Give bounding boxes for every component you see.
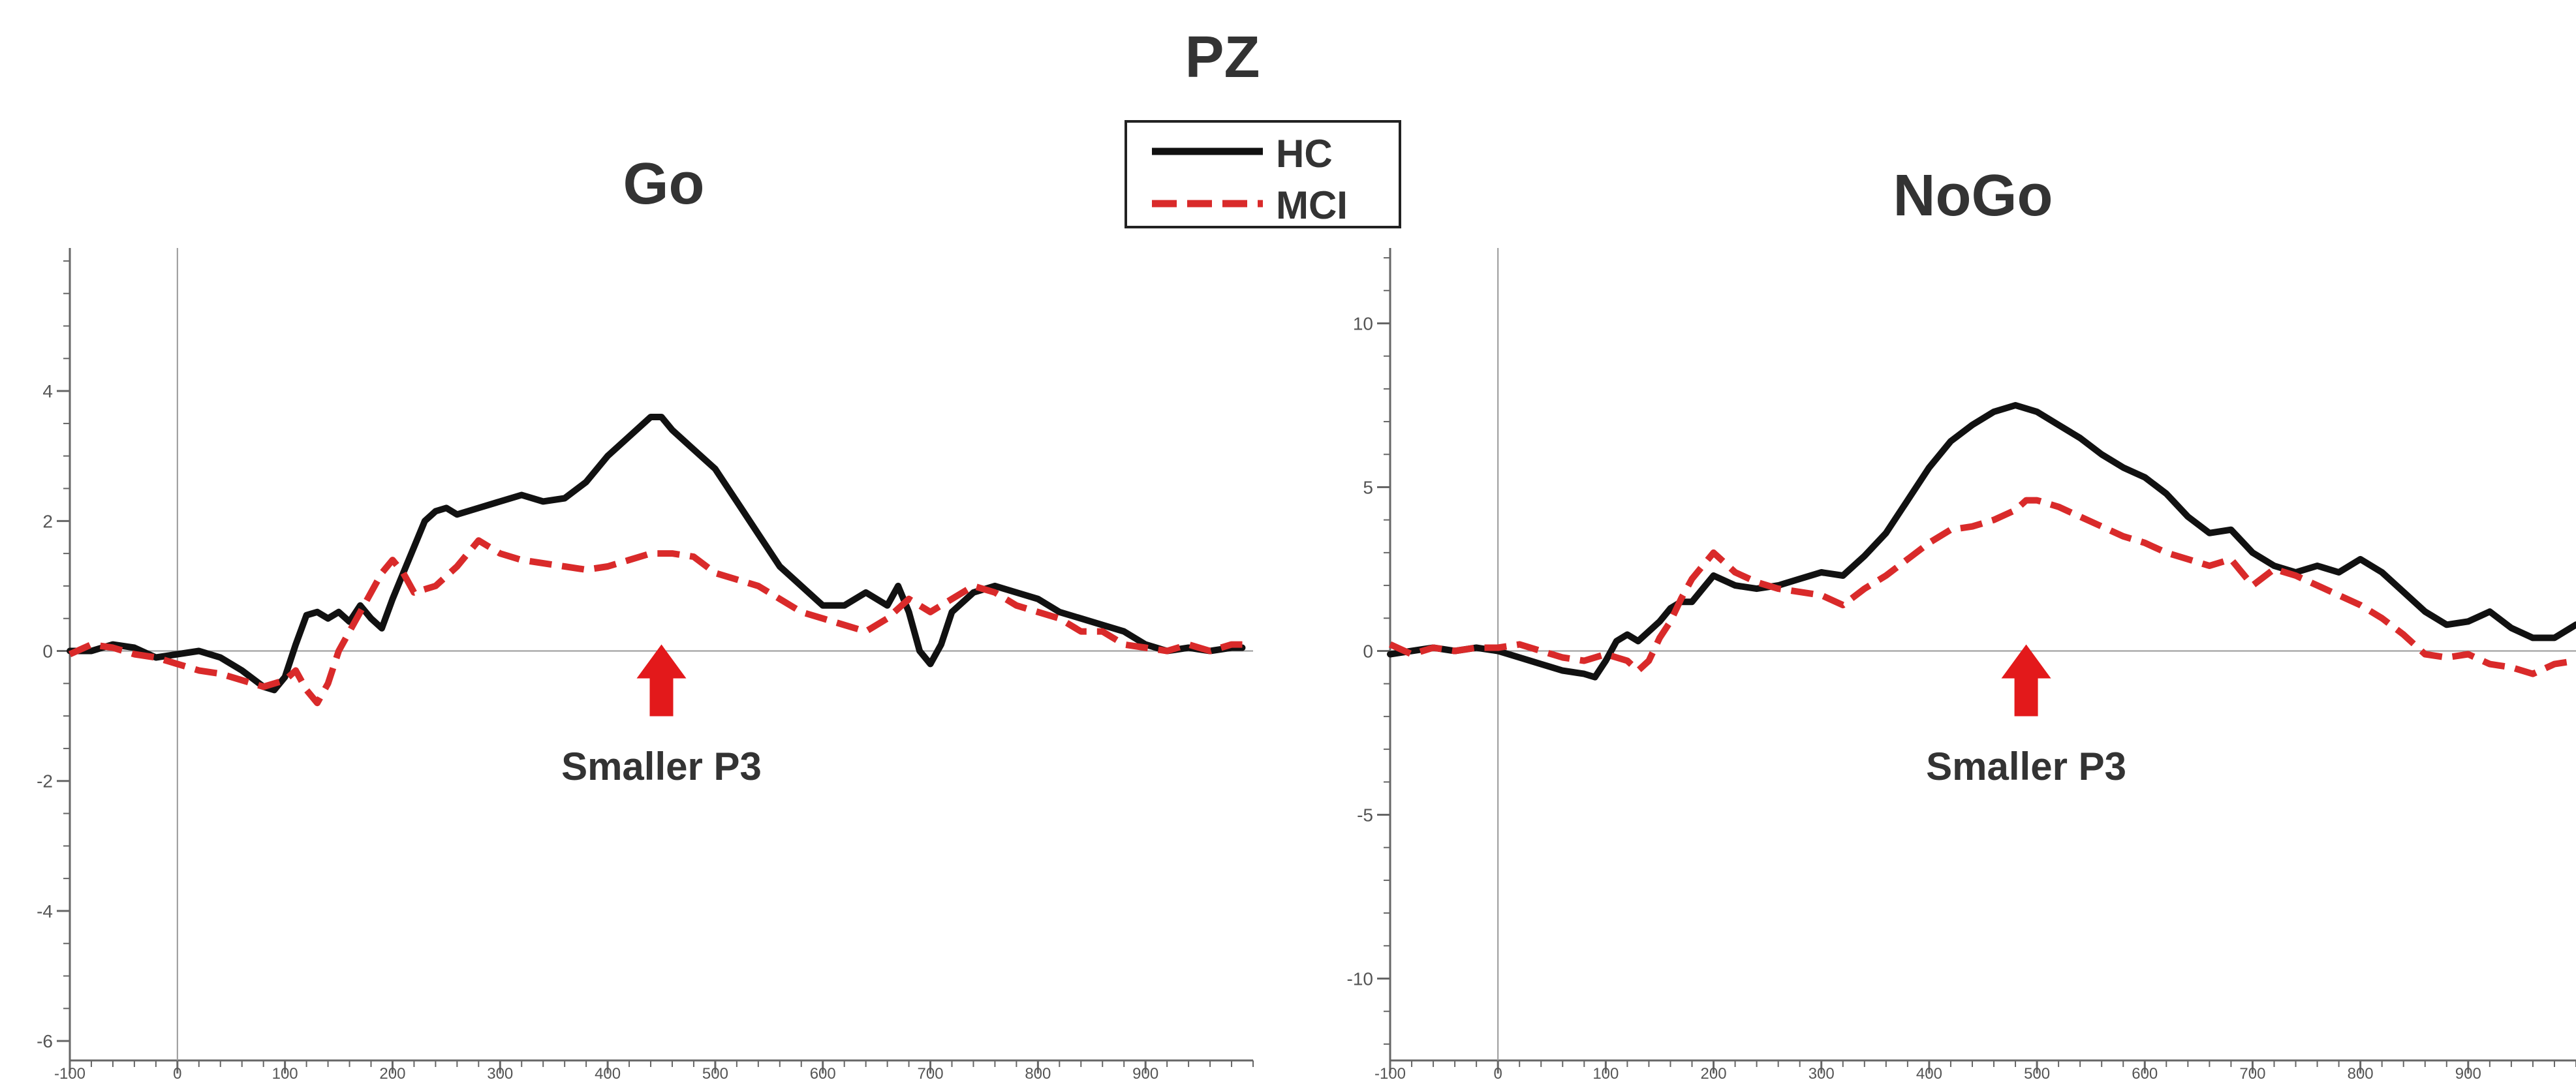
figure-title: PZ bbox=[1185, 25, 1260, 90]
annotation-go: Smaller P3 bbox=[561, 745, 762, 788]
x-tick-label: 0 bbox=[173, 1065, 181, 1082]
x-tick-label: 300 bbox=[487, 1065, 513, 1082]
x-tick-label: 200 bbox=[1701, 1065, 1727, 1082]
x-tick-label: 600 bbox=[2132, 1065, 2158, 1082]
x-tick-label: -100 bbox=[54, 1065, 85, 1082]
x-tick-label: 800 bbox=[1025, 1065, 1051, 1082]
x-tick-label: 100 bbox=[272, 1065, 298, 1082]
x-tick-label: 0 bbox=[1494, 1065, 1502, 1082]
y-tick-label: -10 bbox=[1347, 968, 1373, 989]
x-tick-label: 900 bbox=[2455, 1065, 2481, 1082]
chart-title-go: Go bbox=[623, 151, 705, 217]
x-tick-label: 700 bbox=[2239, 1065, 2265, 1082]
y-tick-label: 0 bbox=[42, 641, 53, 662]
x-tick-label: 300 bbox=[1808, 1065, 1835, 1082]
x-tick-label: -100 bbox=[1374, 1065, 1406, 1082]
y-tick-label: -2 bbox=[37, 771, 53, 792]
chart-go: Go -6 -4 -2 0 2 4 -100 0 100 200 300 400 500 600 700 80… bbox=[37, 151, 1254, 1082]
y-tick-label: 5 bbox=[1363, 477, 1373, 497]
y-tick-label: -6 bbox=[37, 1031, 53, 1051]
arrow-nogo bbox=[2001, 644, 2051, 717]
y-tick-label: 4 bbox=[42, 381, 53, 401]
y-tick-label: 10 bbox=[1353, 313, 1373, 333]
chart-title-nogo: NoGo bbox=[1893, 163, 2053, 228]
plot-go: -6 -4 -2 0 2 4 -100 0 100 200 300 400 500 600 700 800 90… bbox=[37, 248, 1254, 1082]
series-line-mci bbox=[1388, 497, 2576, 677]
x-tick-label: 600 bbox=[810, 1065, 836, 1082]
x-tick-label: 900 bbox=[1132, 1065, 1158, 1082]
x-tick-label: 200 bbox=[379, 1065, 405, 1082]
annotation-nogo: Smaller P3 bbox=[1926, 745, 2126, 788]
arrow-up-icon bbox=[2001, 644, 2051, 717]
y-tick-label: -5 bbox=[1357, 805, 1373, 825]
legend-label-hc: HC bbox=[1276, 132, 1333, 176]
x-tick-label: 500 bbox=[702, 1065, 728, 1082]
y-tick-label: 2 bbox=[42, 511, 53, 531]
x-tick-label: 800 bbox=[2348, 1065, 2374, 1082]
series-line-hc bbox=[67, 414, 1246, 694]
x-tick-label: 400 bbox=[595, 1065, 621, 1082]
x-tick-label: 700 bbox=[918, 1065, 944, 1082]
legend-label-mci: MCI bbox=[1276, 183, 1348, 227]
arrow-go bbox=[636, 644, 687, 717]
plot-nogo: -10 -5 0 5 10 -100 0 100 200 300 400 500 600 700 800 90… bbox=[1347, 248, 2576, 1082]
x-tick-label: 400 bbox=[1916, 1065, 1942, 1082]
x-tick-label: 100 bbox=[1592, 1065, 1619, 1082]
x-tick-label: 500 bbox=[2024, 1065, 2050, 1082]
legend: HC MCI bbox=[1125, 120, 1401, 228]
series-line-hc bbox=[1387, 402, 2576, 681]
chart-nogo: NoGo -10 -5 0 5 10 -100 0 100 200 300 400 500 600 700… bbox=[1347, 163, 2576, 1082]
y-tick-label: -4 bbox=[37, 901, 53, 921]
legend-box bbox=[1125, 120, 1401, 228]
y-tick-label: 0 bbox=[1363, 641, 1373, 661]
arrow-up-icon bbox=[636, 644, 687, 717]
series-line-mci bbox=[68, 537, 1243, 707]
